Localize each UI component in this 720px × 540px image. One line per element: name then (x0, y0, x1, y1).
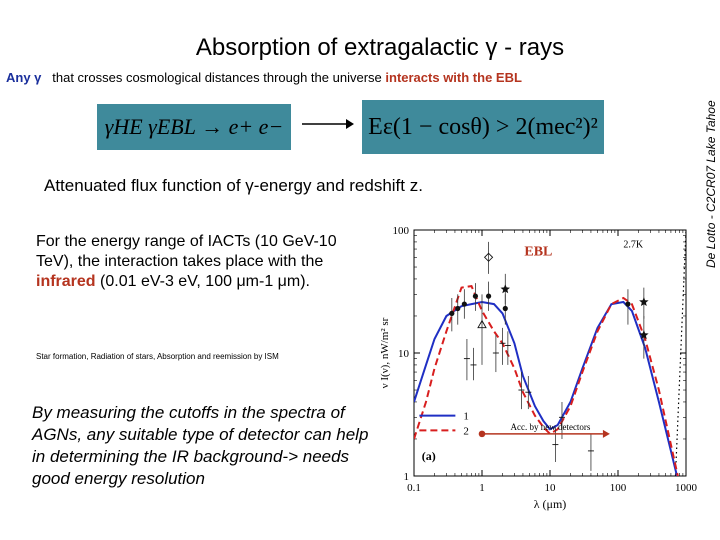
data-point (639, 330, 649, 340)
x-axis-label: λ (μm) (534, 497, 567, 511)
cutoff-paragraph: By measuring the cutoffs in the spectra … (32, 403, 369, 488)
energy-range-paragraph: For the energy range of IACTs (10 GeV-10… (36, 232, 376, 292)
x-tick-label: 1000 (675, 482, 698, 494)
panel-label: (a) (422, 449, 436, 463)
equation-right-text: Eε(1 − cosθ) > 2(mec²)² (368, 113, 598, 140)
detector-range-label: Acc. by new detectors (510, 422, 590, 432)
detector-range-start (478, 430, 486, 438)
legend-label-1: 1 (463, 411, 469, 423)
subtitle: Attenuated flux function of γ-energy and… (44, 176, 423, 195)
data-point (472, 293, 479, 299)
intro-highlight: interacts with the EBL (385, 70, 522, 85)
data-point (461, 301, 467, 307)
star-formation-note: Star formation, Radiation of stars, Abso… (36, 352, 279, 361)
series-2-line (414, 284, 679, 476)
detector-range-arrowhead (602, 429, 610, 438)
plot-area (414, 230, 686, 476)
data-point (477, 319, 487, 329)
right-arrow-icon (302, 119, 354, 129)
legend-label-2: 2 (463, 425, 469, 437)
data-point (449, 310, 455, 316)
intro-line: Any γ that crosses cosmological distance… (6, 70, 522, 85)
data-point (502, 305, 508, 312)
energy-para-highlight: infrared (36, 273, 96, 290)
x-tick-label: 100 (610, 482, 627, 494)
energy-para-after: (0.01 eV-3 eV, 100 μm-1 μm). (100, 273, 310, 290)
x-tick-label: 10 (545, 482, 557, 494)
y-tick-label: 1 (404, 471, 410, 483)
energy-para-before: For the energy range of IACTs (10 GeV-10… (36, 233, 337, 270)
data-point (483, 252, 494, 262)
cmb-line (674, 230, 686, 476)
data-point (455, 305, 461, 312)
equation-pair-production: γHE γEBL → e+ e− (97, 104, 291, 150)
y-tick-label: 10 (398, 348, 410, 360)
intro-lead: Any γ (6, 70, 42, 85)
y-tick-label: 100 (393, 225, 410, 237)
data-point (625, 301, 631, 307)
cmb-label: 2.7K (623, 240, 644, 251)
ebl-label: EBL (524, 245, 552, 260)
series-1-line (414, 300, 679, 476)
equation-threshold: Eε(1 − cosθ) > 2(mec²)² (362, 100, 604, 154)
x-tick-label: 1 (479, 482, 485, 494)
x-tick-label: 0.1 (407, 482, 421, 494)
slide-title: Absorption of extragalactic γ - rays (195, 34, 565, 61)
plot-frame (413, 229, 687, 477)
data-point (485, 293, 492, 299)
y-axis-label: ν I(ν), nW/m² sr (379, 317, 391, 388)
data-point (500, 284, 510, 294)
equation-left-text: γHE γEBL → e+ e− (104, 114, 284, 139)
intro-middle: that crosses cosmological distances thro… (52, 70, 382, 85)
data-point (639, 297, 649, 306)
